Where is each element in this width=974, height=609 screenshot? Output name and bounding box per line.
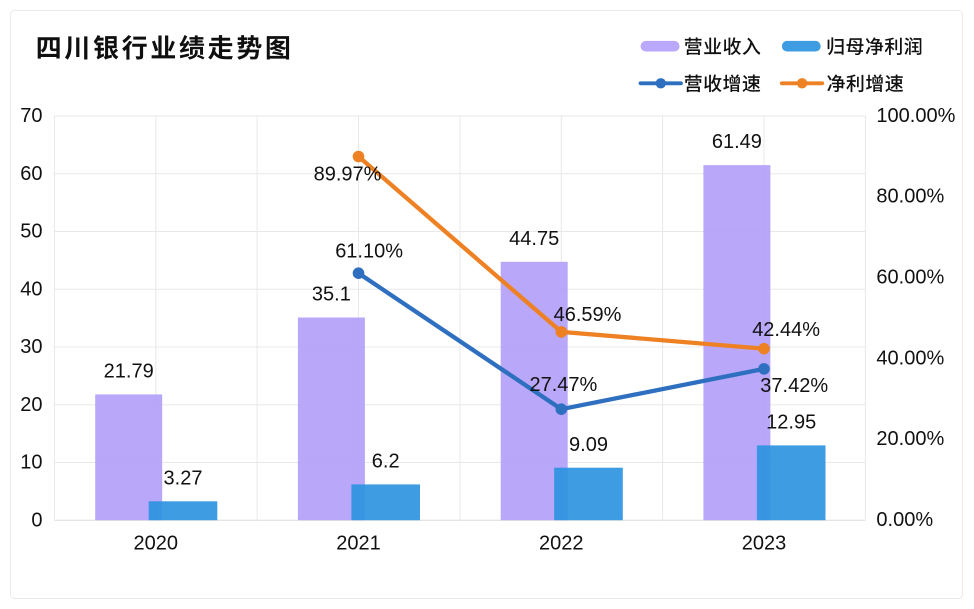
- svg-text:37.42%: 37.42%: [760, 375, 828, 397]
- svg-text:61.10%: 61.10%: [335, 240, 403, 262]
- svg-text:61.49: 61.49: [712, 131, 762, 153]
- svg-text:2020: 2020: [134, 533, 179, 555]
- svg-text:100.00%: 100.00%: [876, 105, 955, 127]
- svg-text:60.00%: 60.00%: [876, 267, 944, 289]
- svg-text:46.59%: 46.59%: [554, 304, 622, 326]
- svg-text:40.00%: 40.00%: [876, 347, 944, 369]
- svg-text:50: 50: [20, 221, 42, 243]
- svg-text:10: 10: [20, 452, 42, 474]
- svg-text:60: 60: [20, 163, 42, 185]
- svg-text:3.27: 3.27: [164, 467, 203, 489]
- svg-text:0: 0: [31, 509, 42, 531]
- svg-text:2021: 2021: [336, 533, 381, 555]
- svg-text:40: 40: [20, 278, 42, 300]
- svg-text:30: 30: [20, 336, 42, 358]
- svg-text:21.79: 21.79: [104, 361, 154, 383]
- svg-text:35.1: 35.1: [312, 284, 351, 306]
- svg-text:89.97%: 89.97%: [314, 164, 382, 186]
- svg-text:9.09: 9.09: [569, 434, 608, 456]
- svg-text:20.00%: 20.00%: [876, 428, 944, 450]
- svg-text:27.47%: 27.47%: [530, 374, 598, 396]
- svg-text:2022: 2022: [539, 533, 584, 555]
- svg-text:6.2: 6.2: [372, 451, 400, 473]
- svg-text:0.00%: 0.00%: [876, 509, 933, 531]
- svg-text:42.44%: 42.44%: [752, 319, 820, 341]
- svg-text:44.75: 44.75: [509, 228, 559, 250]
- svg-text:80.00%: 80.00%: [876, 186, 944, 208]
- svg-text:70: 70: [20, 105, 42, 127]
- svg-text:12.95: 12.95: [766, 412, 816, 434]
- svg-text:2023: 2023: [742, 533, 787, 555]
- svg-text:20: 20: [20, 394, 42, 416]
